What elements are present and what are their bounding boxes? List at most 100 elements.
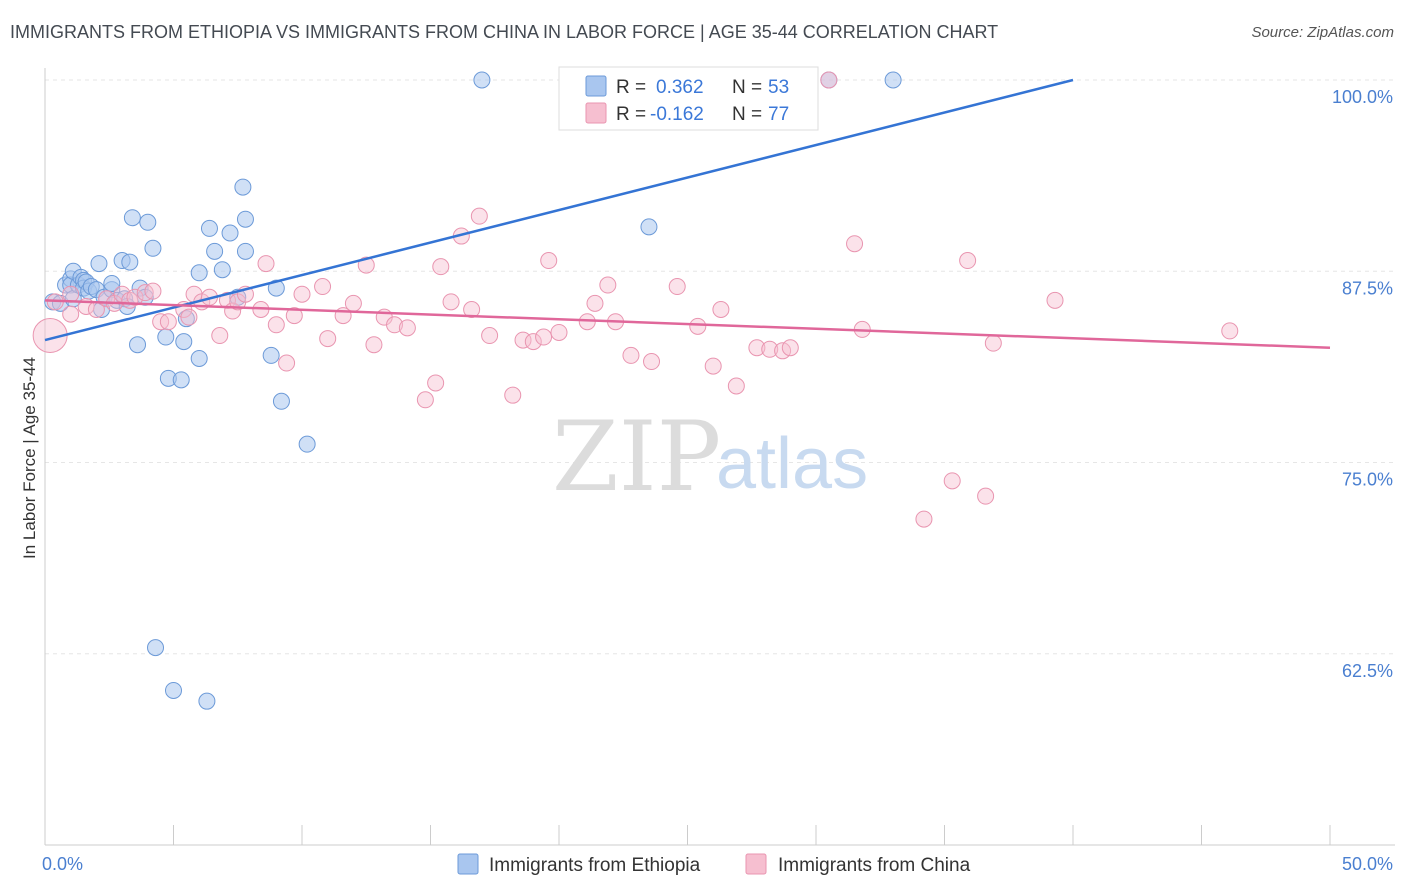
point-china-63 (712, 301, 730, 318)
point-ethiopia-15 (90, 255, 108, 273)
point-china-43 (442, 293, 460, 311)
chart-title: IMMIGRANTS FROM ETHIOPIA VS IMMIGRANTS F… (10, 22, 999, 42)
point-china-61 (689, 317, 707, 335)
point-china-36 (365, 336, 383, 354)
point-china-27 (267, 316, 285, 334)
point-china-72 (915, 510, 933, 528)
point-china-58 (622, 346, 640, 364)
point-china-39 (398, 319, 416, 337)
tick-labels: 62.5% 75.0% 87.5% 100.0% 0.0% 50.0% (42, 87, 1393, 874)
series-legend: Immigrants from Ethiopia Immigrants from… (457, 853, 971, 876)
bottom-legend-label-ethiopia: Immigrants from Ethiopia (489, 855, 701, 876)
point-china-46 (470, 207, 488, 225)
watermark-atlas: atlas (716, 424, 868, 504)
trend-line-ethiopia (44, 78, 1074, 342)
legend-n-value-china: 77 (768, 104, 789, 125)
point-china-16 (180, 308, 198, 326)
point-ethiopia-38 (190, 349, 208, 367)
point-china-47 (481, 327, 499, 345)
trend-line-china (44, 299, 1331, 349)
point-ethiopia-35 (172, 371, 190, 389)
point-china-55 (586, 294, 604, 312)
point-china-74 (959, 252, 977, 270)
point-ethiopia-19 (103, 274, 121, 292)
legend-r-value-china: -0.162 (650, 104, 704, 125)
point-ethiopia-30 (144, 239, 162, 257)
point-ethiopia-51 (272, 392, 290, 410)
point-ethiopia-50 (267, 279, 285, 297)
point-ethiopia-36 (175, 333, 193, 351)
legend-swatch-ethiopia (585, 75, 607, 97)
point-china-45 (463, 301, 481, 318)
watermark-zip: ZIP (552, 401, 721, 513)
point-china-77 (1046, 291, 1064, 309)
point-china-41 (427, 374, 445, 392)
point-china-12 (144, 282, 162, 300)
point-china-3 (62, 285, 80, 303)
point-ethiopia-39 (190, 264, 208, 282)
bottom-legend-label-china: Immigrants from China (778, 855, 971, 876)
y-tick-label-1: 75.0% (1342, 470, 1393, 490)
point-china-76 (984, 334, 1002, 352)
point-china-73 (943, 472, 961, 490)
point-china-40 (416, 391, 434, 409)
point-china-70 (846, 235, 864, 253)
point-ethiopia-52 (298, 435, 316, 453)
point-ethiopia-34 (165, 681, 182, 699)
point-ethiopia-40 (198, 692, 216, 710)
point-ethiopia-29 (139, 213, 157, 231)
legend-r-value-ethiopia: 0.362 (656, 77, 704, 98)
legend-swatch-china (585, 102, 607, 124)
point-ethiopia-24 (121, 253, 139, 271)
point-china-50 (524, 333, 542, 351)
point-china-56 (599, 276, 617, 294)
point-ethiopia-47 (236, 242, 254, 260)
source-label: Source: ZipAtlas.com (1251, 24, 1394, 41)
bottom-legend-swatch-china (745, 853, 767, 875)
point-ethiopia-32 (157, 328, 175, 346)
point-china-29 (285, 307, 303, 325)
point-china-42 (432, 258, 450, 276)
point-ethiopia-49 (262, 346, 280, 364)
point-china-60 (668, 278, 686, 296)
y-tick-label-3: 100.0% (1332, 87, 1393, 107)
y-tick-label-2: 87.5% (1342, 278, 1393, 298)
point-china-38 (386, 316, 404, 334)
x-tick-label-0: 0.0% (42, 854, 83, 874)
point-ethiopia-31 (147, 639, 165, 657)
point-ethiopia-42 (206, 242, 224, 260)
point-ethiopia-53 (473, 71, 491, 89)
point-china-62 (704, 357, 722, 375)
point-ethiopia-54 (640, 218, 658, 236)
point-china-26 (257, 255, 275, 273)
legend-r-label-ethiopia: R = (616, 77, 646, 98)
point-china-32 (319, 330, 337, 348)
point-ethiopia-48 (236, 210, 254, 228)
point-china-53 (550, 323, 568, 341)
point-china-69 (820, 71, 838, 89)
point-china-68 (781, 339, 799, 357)
point-ethiopia-41 (200, 219, 218, 237)
point-china-20 (211, 327, 229, 345)
point-ethiopia-25 (123, 209, 141, 227)
point-china-2 (62, 305, 80, 323)
y-axis-label: In Labor Force | Age 35-44 (20, 357, 39, 559)
point-ethiopia-46 (234, 178, 252, 196)
point-china-48 (504, 386, 522, 404)
point-china-30 (293, 285, 311, 303)
stats-legend: R = 0.362 N = 53 R = -0.162 N = 77 (558, 66, 819, 131)
point-ethiopia-26 (129, 336, 147, 354)
x-tick-label-1: 50.0% (1342, 854, 1393, 874)
legend-r-label-china: R = (616, 104, 646, 125)
point-ethiopia-44 (221, 224, 239, 242)
point-china-51 (535, 328, 553, 346)
point-ethiopia-43 (213, 261, 231, 279)
point-china-65 (748, 339, 766, 357)
legend-n-label-ethiopia: N = (732, 77, 762, 98)
point-china-66 (761, 340, 779, 358)
point-china-52 (540, 252, 558, 270)
series-ethiopia-points (44, 71, 902, 710)
y-tick-label-0: 62.5% (1342, 661, 1393, 681)
point-china-28 (278, 354, 296, 372)
